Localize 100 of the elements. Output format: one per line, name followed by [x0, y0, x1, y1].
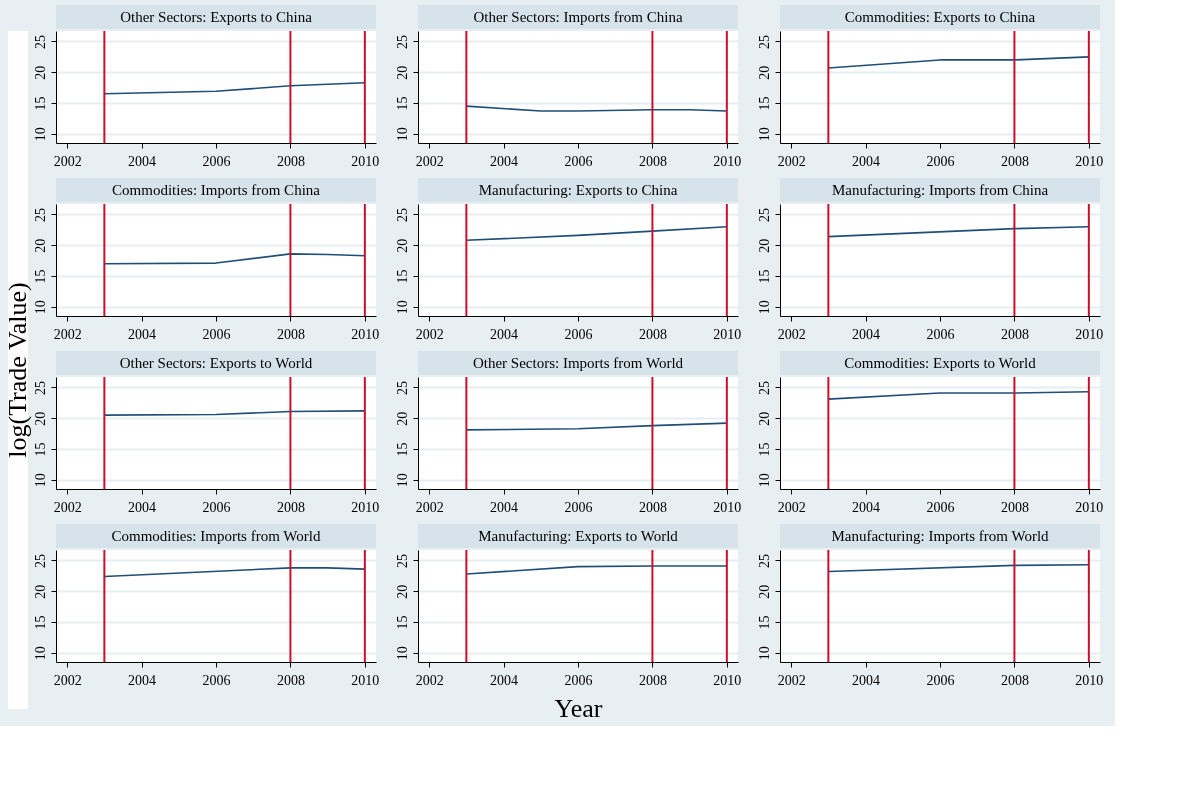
x-axis-title: Year — [554, 693, 603, 723]
y-tick-label: 20 — [394, 411, 410, 426]
x-tick-label: 2008 — [276, 672, 305, 688]
x-tick-label: 2002 — [415, 326, 444, 342]
x-tick-label: 2002 — [415, 672, 444, 688]
x-tick-label: 2010 — [351, 326, 380, 342]
y-tick-label: 25 — [756, 380, 772, 395]
chart-title: Other Sectors: Exports to World — [119, 355, 313, 371]
y-tick-label: 10 — [32, 473, 48, 488]
chart-title: Other Sectors: Exports to China — [120, 9, 313, 25]
x-tick-label: 2002 — [415, 153, 444, 169]
x-tick-label: 2008 — [1000, 672, 1029, 688]
x-tick-label: 2008 — [638, 499, 667, 515]
y-tick-label: 10 — [756, 300, 772, 315]
x-tick-label: 2008 — [638, 153, 667, 169]
x-tick-label: 2008 — [276, 499, 305, 515]
chart-title: Other Sectors: Imports from World — [472, 355, 684, 371]
x-tick-label: 2008 — [1000, 499, 1029, 515]
x-tick-label: 2004 — [852, 499, 881, 515]
x-tick-label: 2006 — [202, 499, 231, 515]
x-tick-label: 2004 — [852, 672, 881, 688]
x-tick-label: 2002 — [53, 672, 82, 688]
y-tick-label: 25 — [756, 34, 772, 49]
y-tick-label: 10 — [32, 127, 48, 142]
y-tick-label: 15 — [394, 615, 410, 630]
x-tick-label: 2006 — [564, 499, 593, 515]
x-tick-label: 2004 — [128, 499, 157, 515]
x-tick-label: 2010 — [713, 153, 742, 169]
x-tick-label: 2010 — [1075, 153, 1104, 169]
chart-title: Other Sectors: Imports from China — [473, 9, 683, 25]
x-tick-label: 2010 — [351, 153, 380, 169]
y-tick-label: 10 — [756, 127, 772, 142]
y-tick-label: 20 — [756, 584, 772, 599]
x-tick-label: 2006 — [202, 153, 231, 169]
chart-title: Manufacturing: Imports from World — [831, 528, 1050, 544]
y-tick-label: 25 — [394, 34, 410, 49]
y-tick-label: 15 — [756, 442, 772, 457]
x-tick-label: 2002 — [415, 499, 444, 515]
x-tick-label: 2006 — [202, 672, 231, 688]
chart-title: Commodities: Exports to World — [844, 355, 1037, 371]
y-tick-label: 15 — [756, 96, 772, 111]
x-tick-label: 2008 — [638, 326, 667, 342]
x-tick-label: 2010 — [1075, 499, 1104, 515]
y-tick-label: 10 — [394, 473, 410, 488]
y-tick-label: 15 — [394, 96, 410, 111]
y-tick-label: 25 — [756, 207, 772, 222]
y-tick-label: 10 — [394, 646, 410, 661]
y-tick-label: 25 — [32, 207, 48, 222]
x-tick-label: 2004 — [852, 326, 881, 342]
x-tick-label: 2002 — [777, 153, 806, 169]
x-tick-label: 2006 — [564, 326, 593, 342]
x-tick-label: 2002 — [53, 499, 82, 515]
x-tick-label: 2004 — [490, 499, 519, 515]
y-tick-label: 20 — [32, 65, 48, 80]
x-tick-label: 2010 — [713, 326, 742, 342]
x-tick-label: 2008 — [638, 672, 667, 688]
y-tick-label: 20 — [32, 411, 48, 426]
x-tick-label: 2004 — [852, 153, 881, 169]
x-tick-label: 2010 — [1075, 672, 1104, 688]
x-tick-label: 2002 — [53, 153, 82, 169]
x-tick-label: 2008 — [1000, 153, 1029, 169]
x-tick-label: 2006 — [926, 499, 955, 515]
x-tick-label: 2004 — [490, 153, 519, 169]
x-tick-label: 2010 — [351, 499, 380, 515]
y-tick-label: 15 — [756, 615, 772, 630]
chart-title: Manufacturing: Exports to World — [478, 528, 679, 544]
y-tick-label: 20 — [394, 584, 410, 599]
line-series — [103, 253, 366, 265]
chart-title: Manufacturing: Exports to China — [478, 182, 678, 198]
x-tick-label: 2010 — [351, 672, 380, 688]
y-tick-label: 20 — [756, 65, 772, 80]
y-tick-label: 15 — [32, 615, 48, 630]
x-tick-label: 2006 — [926, 672, 955, 688]
x-tick-label: 2006 — [926, 326, 955, 342]
y-tick-label: 25 — [394, 380, 410, 395]
x-tick-label: 2010 — [1075, 326, 1104, 342]
y-tick-label: 20 — [394, 65, 410, 80]
y-tick-label: 10 — [394, 300, 410, 315]
line-series — [465, 422, 728, 431]
x-tick-label: 2008 — [1000, 326, 1029, 342]
y-tick-label: 25 — [32, 380, 48, 395]
y-tick-label: 20 — [756, 411, 772, 426]
y-tick-label: 20 — [394, 238, 410, 253]
x-tick-label: 2006 — [564, 153, 593, 169]
y-tick-label: 15 — [32, 442, 48, 457]
y-tick-label: 25 — [756, 553, 772, 568]
y-tick-label: 15 — [394, 442, 410, 457]
y-tick-label: 25 — [394, 207, 410, 222]
y-tick-label: 10 — [32, 300, 48, 315]
x-tick-label: 2004 — [490, 326, 519, 342]
y-tick-label: 10 — [756, 473, 772, 488]
y-tick-label: 15 — [756, 269, 772, 284]
x-tick-label: 2010 — [713, 672, 742, 688]
y-axis-title: log(Trade Value) — [3, 282, 32, 458]
x-tick-label: 2006 — [564, 672, 593, 688]
x-tick-label: 2004 — [128, 672, 157, 688]
y-tick-label: 15 — [32, 96, 48, 111]
line-series — [103, 81, 366, 95]
y-tick-label: 10 — [32, 646, 48, 661]
y-tick-label: 20 — [32, 238, 48, 253]
